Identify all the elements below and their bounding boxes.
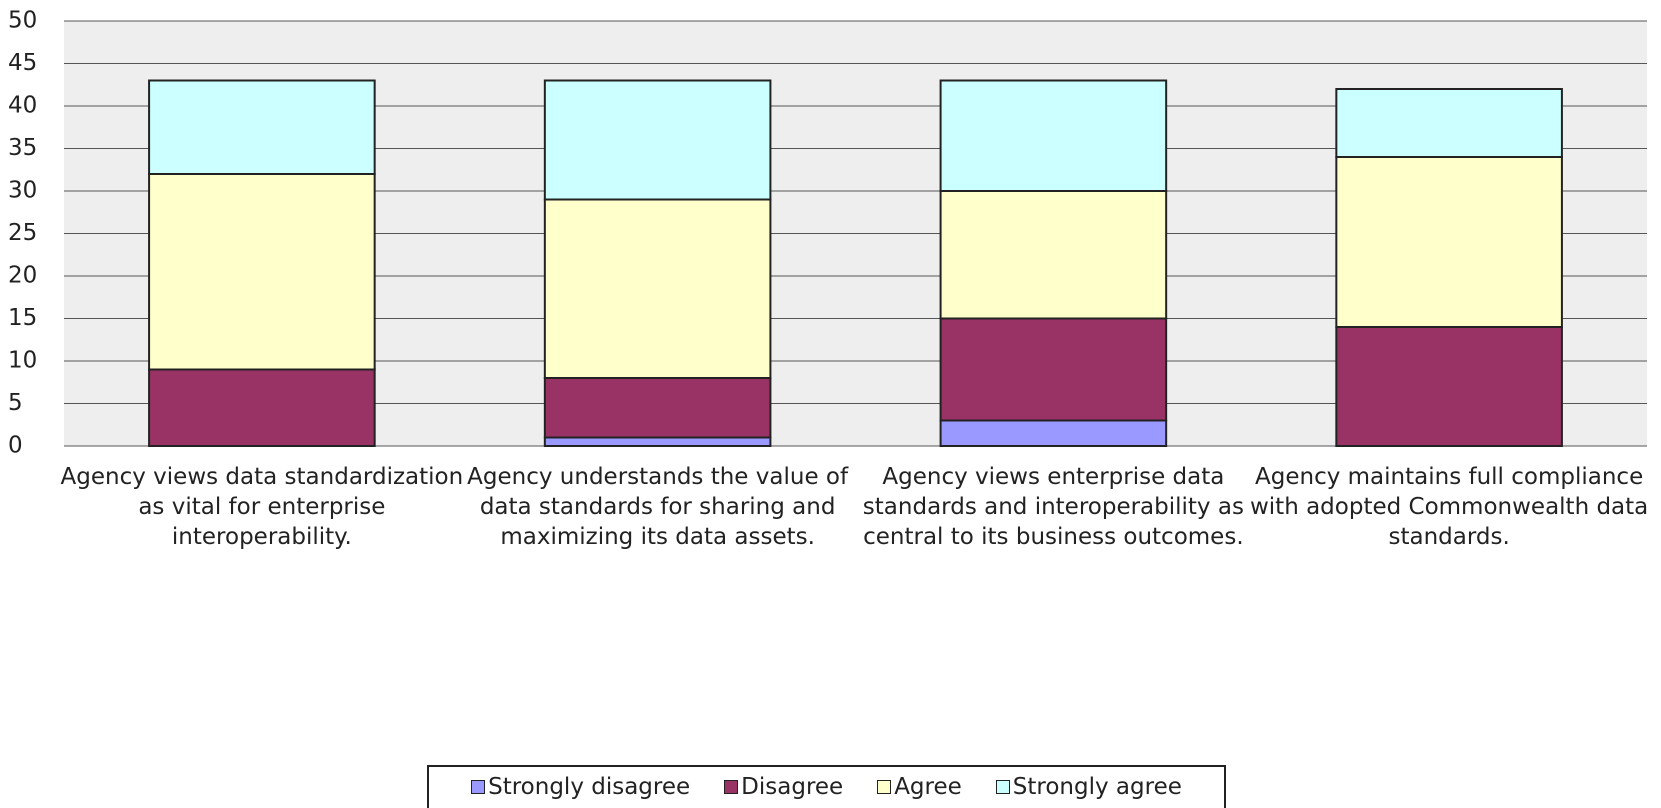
- legend-label: Strongly agree: [1012, 774, 1182, 800]
- y-tick-label: 50: [8, 8, 37, 34]
- x-tick-label: Agency understands the value of data sta…: [467, 464, 849, 550]
- y-tick-label: 20: [8, 263, 37, 289]
- legend-item: Disagree: [724, 774, 843, 800]
- legend-item: Strongly disagree: [471, 774, 690, 800]
- bar-segment: [939, 317, 1168, 422]
- legend-swatch: [877, 780, 892, 794]
- bar-segment: [148, 79, 376, 175]
- legend-swatch: [995, 780, 1010, 794]
- y-tick-label: 35: [8, 135, 37, 161]
- bar-segment: [939, 79, 1168, 192]
- legend-label: Agree: [894, 774, 962, 800]
- bar-segment: [543, 436, 772, 447]
- bar-segment: [543, 79, 772, 201]
- legend-label: Disagree: [741, 774, 844, 800]
- bar-segment: [939, 419, 1168, 447]
- bar-segment: [1335, 156, 1563, 328]
- bar-segment: [1335, 88, 1563, 158]
- bar-segment: [543, 198, 772, 379]
- y-tick-label: 30: [8, 178, 37, 204]
- legend-swatch: [724, 780, 739, 794]
- bar-segment: [148, 368, 376, 447]
- legend-item: Strongly agree: [995, 774, 1182, 800]
- x-tick-label: Agency maintains full compliance with ad…: [1249, 464, 1649, 550]
- y-tick-label: 15: [8, 305, 37, 331]
- bar-segment: [543, 377, 772, 439]
- bar-segment: [148, 173, 376, 371]
- legend-item: Agree: [877, 774, 962, 800]
- legend-swatch: [471, 780, 486, 794]
- y-tick-label: 0: [8, 433, 23, 459]
- y-tick-label: 40: [8, 93, 37, 119]
- y-tick-label: 5: [8, 390, 23, 416]
- x-tick-label: Agency views enterprise data standards a…: [862, 464, 1244, 550]
- bar-segment: [1335, 326, 1563, 447]
- bar-segment: [939, 190, 1168, 320]
- y-tick-label: 25: [8, 220, 37, 246]
- x-tick-label: Agency views data standardization as vit…: [60, 464, 464, 550]
- y-tick-label: 45: [8, 50, 37, 76]
- y-tick-label: 10: [8, 348, 37, 374]
- legend: Strongly disagree Disagree Agree Strongly a…: [427, 765, 1226, 808]
- legend-label: Strongly disagree: [488, 774, 691, 800]
